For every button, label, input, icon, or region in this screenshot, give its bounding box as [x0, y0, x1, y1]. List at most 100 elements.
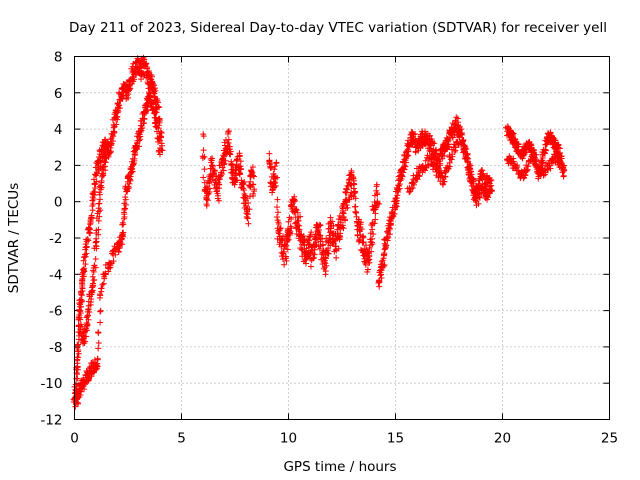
axis-ticks: 0 5 10 15 20 25 -12 -10 -8 -6 -4 -2 0 2 4 6 8 [40, 50, 618, 447]
data-point [129, 168, 136, 175]
data-point [283, 257, 290, 264]
data-point [296, 226, 303, 233]
data-point [154, 124, 161, 131]
data-point [143, 108, 150, 115]
data-point [111, 129, 118, 136]
data-point [90, 267, 97, 274]
data-point [199, 155, 206, 162]
data-point [385, 234, 392, 241]
data-point [72, 403, 79, 410]
data-point [383, 242, 390, 249]
data-point [75, 400, 82, 407]
data-point [90, 196, 97, 203]
data-point [295, 228, 302, 235]
x-axis-label: GPS time / hours [283, 459, 396, 475]
data-point [359, 233, 366, 240]
data-point [131, 151, 138, 158]
data-point [399, 173, 406, 180]
data-point [138, 127, 145, 134]
x-tick-label: 10 [280, 431, 297, 447]
data-point [311, 251, 318, 258]
data-point [308, 229, 315, 236]
data-point [82, 253, 89, 260]
data-point [275, 220, 282, 227]
data-point [381, 261, 388, 268]
data-point [203, 202, 210, 209]
data-point [320, 242, 327, 249]
data-point [376, 200, 383, 207]
data-point [114, 109, 121, 116]
data-point [84, 236, 91, 243]
y-tick-label: 2 [54, 158, 63, 174]
data-point [312, 236, 319, 243]
data-point [122, 194, 129, 201]
data-point [384, 235, 391, 242]
data-point [156, 151, 163, 158]
data-point [152, 109, 159, 116]
data-point [102, 167, 109, 174]
data-point [401, 166, 408, 173]
data-point [113, 114, 120, 121]
data-point [229, 169, 236, 176]
data-point [378, 267, 385, 274]
data-point [344, 204, 351, 211]
data-point [95, 200, 102, 207]
y-tick-label: 8 [54, 50, 63, 66]
x-tick-label: 5 [177, 431, 186, 447]
data-point [394, 192, 401, 199]
data-points [70, 54, 568, 410]
data-point [412, 130, 419, 137]
data-point [152, 87, 159, 94]
data-point [95, 330, 102, 337]
data-point [274, 174, 281, 181]
grid-lines [74, 56, 610, 420]
data-point [239, 180, 246, 187]
data-point [364, 266, 371, 273]
data-point [112, 251, 119, 258]
data-point [115, 102, 122, 109]
data-point [396, 181, 403, 188]
data-point [336, 234, 343, 241]
data-point [215, 181, 222, 188]
data-point [366, 256, 373, 263]
data-point [77, 288, 84, 295]
data-point [100, 280, 107, 287]
x-tick-label: 15 [387, 431, 404, 447]
data-point [96, 213, 103, 220]
data-point [222, 157, 229, 164]
data-point [220, 167, 227, 174]
data-point [357, 219, 364, 226]
data-point [287, 202, 294, 209]
data-point [293, 206, 300, 213]
data-point [279, 237, 286, 244]
data-point [200, 147, 207, 154]
data-point [92, 180, 99, 187]
data-point [395, 187, 402, 194]
data-point [380, 263, 387, 270]
data-point [240, 181, 247, 188]
data-point [339, 209, 346, 216]
data-point [157, 137, 164, 144]
data-point [101, 275, 108, 282]
data-point [92, 185, 99, 192]
data-point [284, 246, 291, 253]
data-point [126, 180, 133, 187]
data-point [94, 356, 101, 363]
data-point [278, 236, 285, 243]
data-point [282, 253, 289, 260]
y-tick-label: -8 [49, 340, 62, 356]
data-point [404, 151, 411, 158]
data-point [89, 273, 96, 280]
data-point [143, 102, 150, 109]
data-point [155, 103, 162, 110]
data-point [95, 217, 102, 224]
data-point [240, 187, 247, 194]
data-point [86, 225, 93, 232]
data-point [83, 333, 90, 340]
data-point [313, 242, 320, 249]
x-tick-label: 25 [601, 431, 618, 447]
data-point [229, 162, 236, 169]
data-point [201, 166, 208, 173]
data-point [273, 160, 280, 167]
data-point [120, 229, 127, 236]
